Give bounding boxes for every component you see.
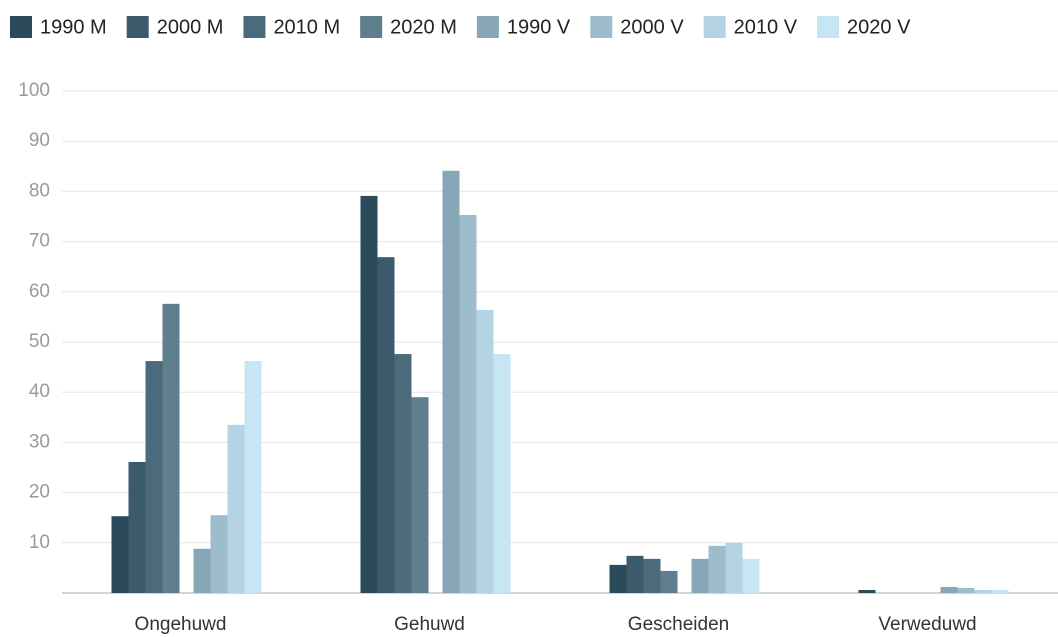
legend-label: 2020 V (847, 16, 911, 38)
bar (459, 214, 477, 593)
legend-label: 2000 M (157, 16, 224, 38)
legend-swatch (476, 16, 499, 38)
x-tick-label: Gescheiden (628, 614, 729, 635)
bar (476, 309, 494, 593)
bar (493, 354, 511, 593)
legend-swatch (360, 16, 383, 38)
bar (708, 545, 726, 593)
bar (394, 354, 412, 593)
y-tick-label: 80 (29, 180, 50, 201)
bar (411, 397, 429, 593)
y-tick-label: 30 (29, 431, 50, 452)
legend-swatch (126, 16, 149, 38)
bar (193, 548, 211, 593)
x-tick-label: Verweduwd (878, 614, 976, 635)
y-tick-label: 10 (29, 532, 50, 553)
legend-label: 1990 M (40, 16, 107, 38)
bar (609, 564, 627, 593)
bar (210, 515, 228, 593)
legend-swatch (590, 16, 613, 38)
bar (991, 589, 1009, 593)
bar (162, 303, 180, 593)
x-tick-label: Gehuwd (394, 614, 465, 635)
legend-label: 2000 V (620, 16, 684, 38)
legend-label: 2010 V (734, 16, 798, 38)
bar (940, 586, 958, 593)
bar (660, 570, 678, 593)
bar (128, 461, 146, 593)
bar (858, 589, 876, 593)
legend-label: 2020 M (390, 16, 457, 38)
y-tick-label: 20 (29, 482, 50, 503)
y-tick-label: 70 (29, 231, 50, 252)
legend-swatch (703, 16, 726, 38)
bar (111, 516, 129, 593)
y-tick-label: 90 (29, 130, 50, 151)
y-tick-label: 50 (29, 331, 50, 352)
bar (244, 361, 262, 593)
bar (227, 424, 245, 593)
bar (377, 257, 395, 593)
legend-swatch (10, 16, 32, 38)
bar (442, 170, 460, 593)
legend-swatch (817, 16, 840, 38)
bar (643, 558, 661, 593)
y-tick-label: 60 (29, 281, 50, 302)
x-tick-label: Ongehuwd (135, 614, 227, 635)
bar (974, 589, 992, 593)
legend-label: 1990 V (507, 16, 571, 38)
legend-swatch (243, 16, 266, 38)
bar (957, 587, 975, 593)
bar (145, 361, 163, 593)
bar (691, 558, 709, 593)
y-tick-label: 40 (29, 381, 50, 402)
bar (626, 555, 644, 593)
y-tick-label: 100 (18, 80, 50, 101)
legend-label: 2010 M (273, 16, 340, 38)
bar (742, 558, 760, 593)
bar (725, 542, 743, 593)
bar (360, 195, 378, 593)
